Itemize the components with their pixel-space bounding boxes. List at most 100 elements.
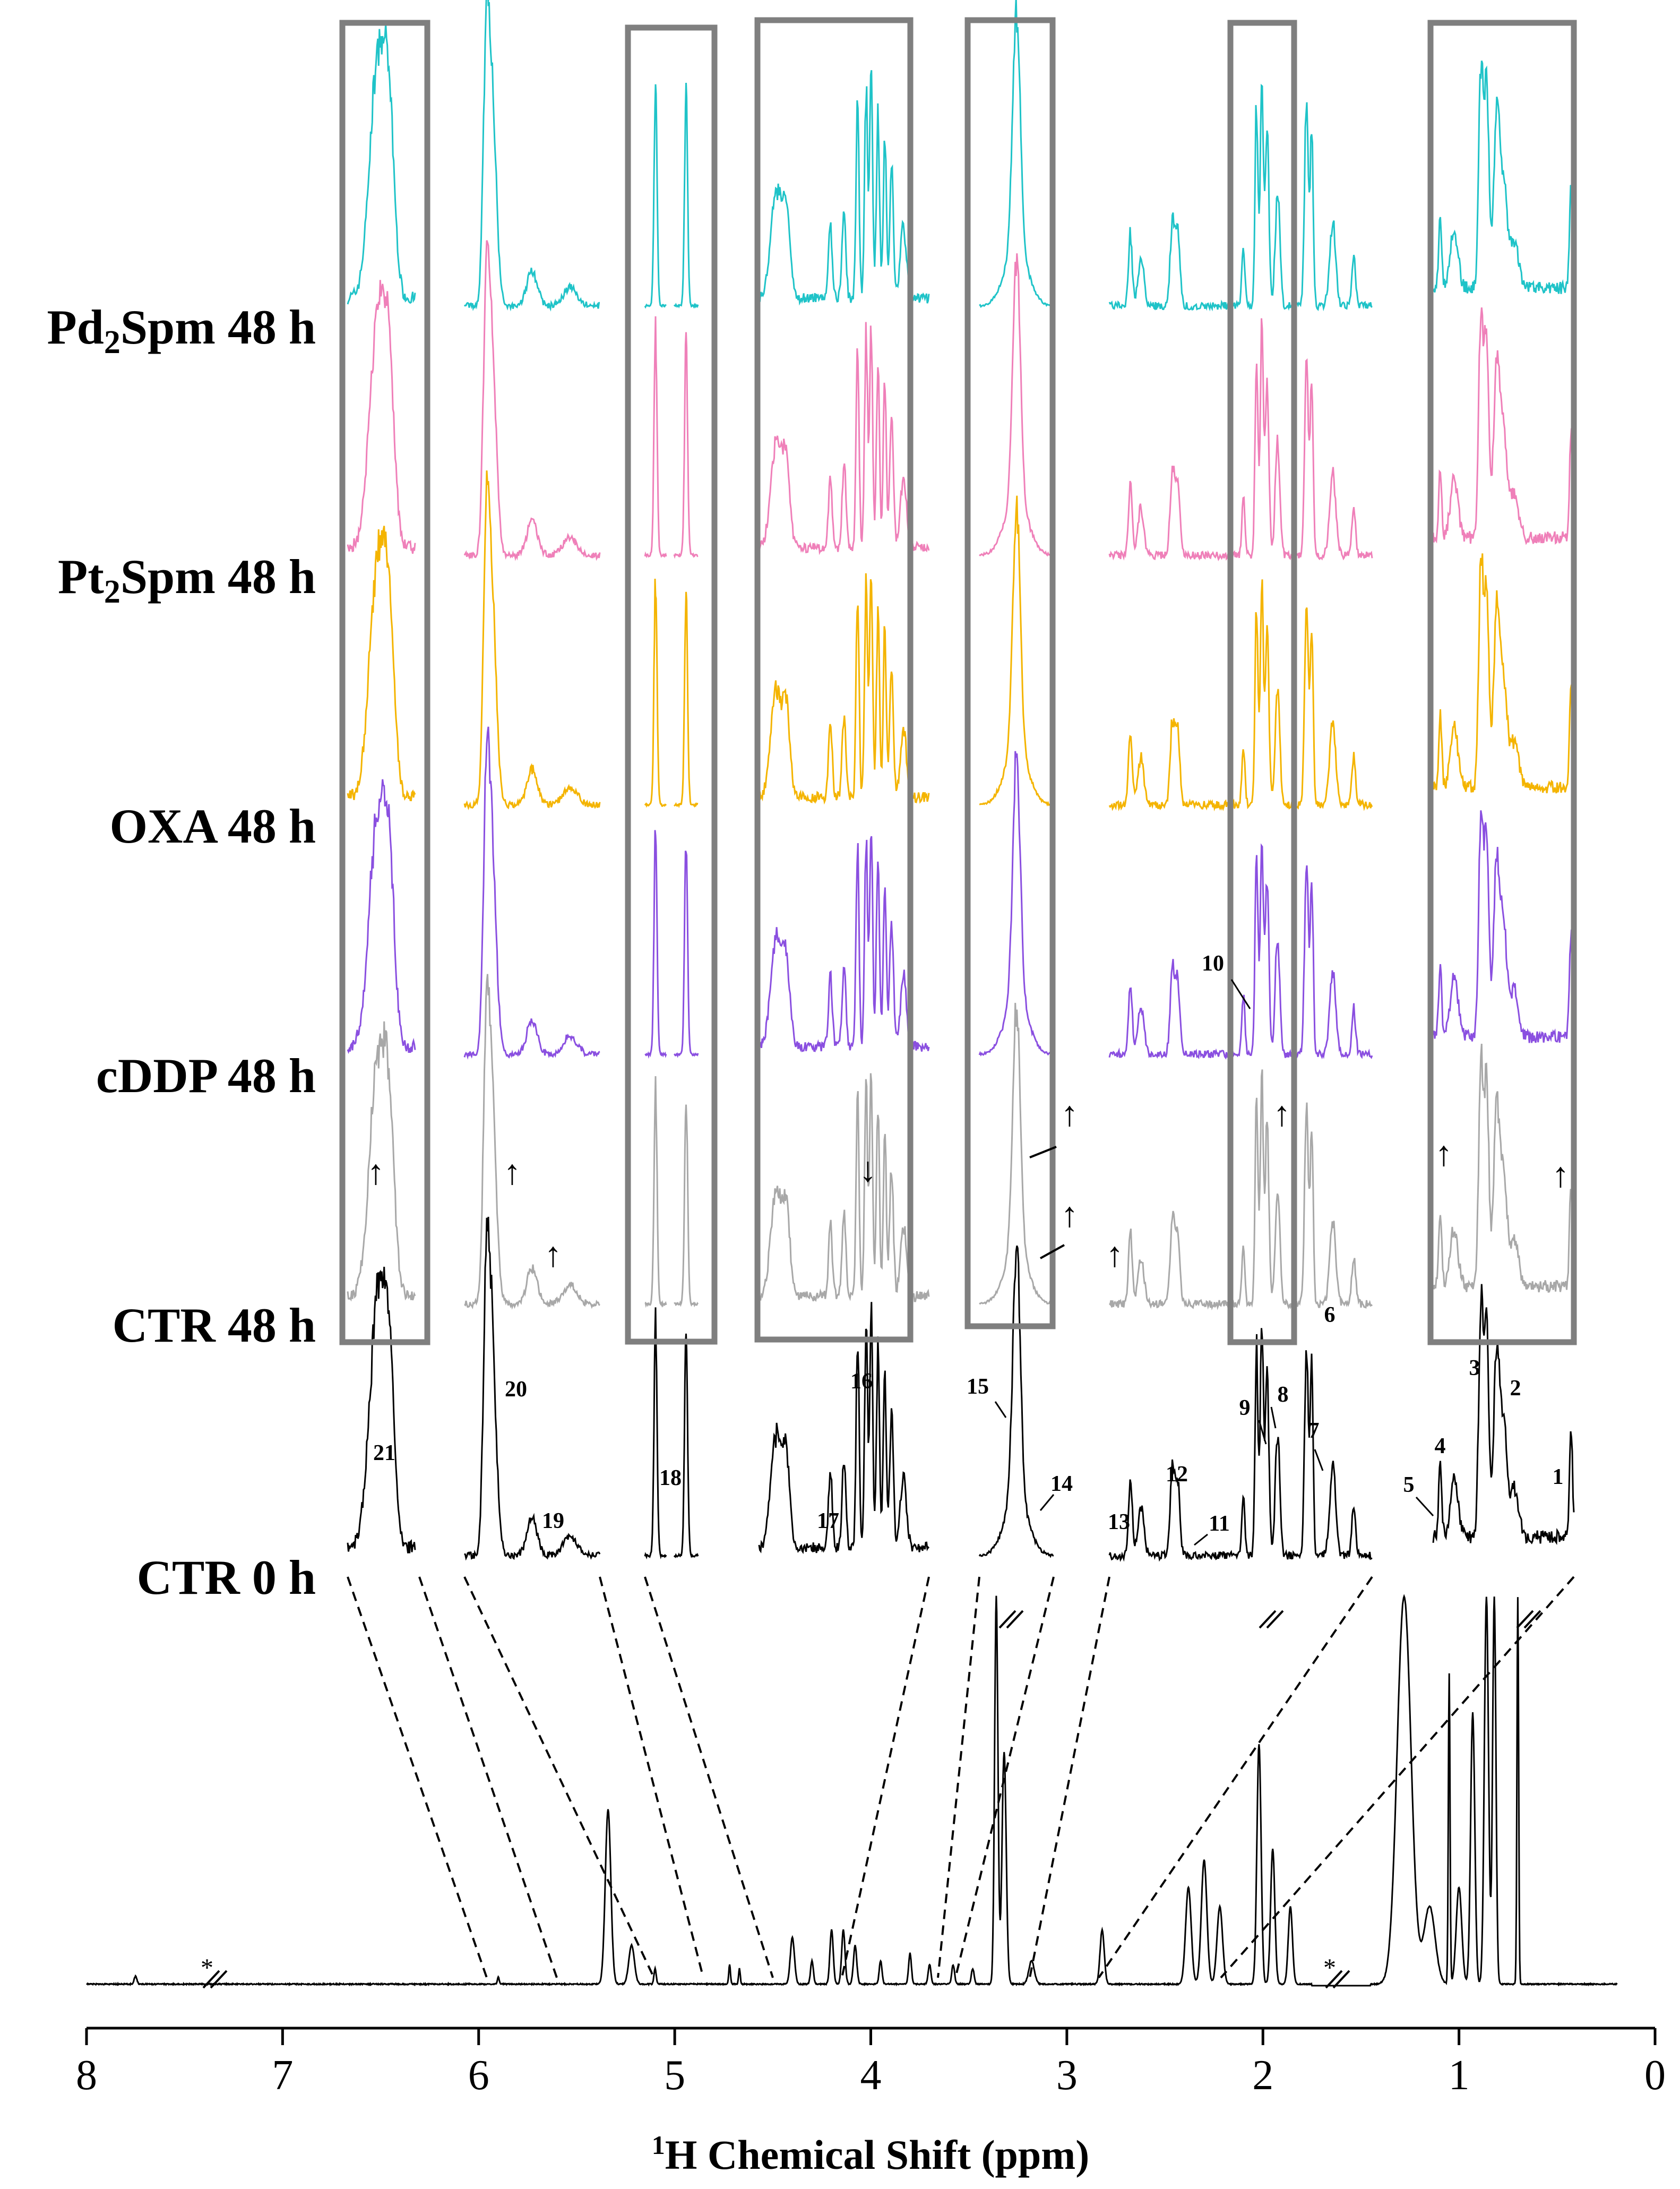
zoom-guide-line-1 bbox=[347, 1576, 488, 1978]
spectrum-pt2spm-48h-segment-8 bbox=[1432, 307, 1575, 545]
peak-label-12: 12 bbox=[1166, 1462, 1188, 1487]
axis-break-right-b bbox=[1332, 1970, 1350, 1989]
peak-leader-line-1 bbox=[1415, 1496, 1434, 1517]
change-arrow-7: ↑ bbox=[1106, 1235, 1124, 1274]
spectrum-ctr-48h-segment-2 bbox=[464, 974, 600, 1310]
spectrum-pt2spm-48h-segment-7 bbox=[1108, 318, 1373, 562]
peak-label-8: 8 bbox=[1278, 1383, 1289, 1407]
spectrum-pd2spm-48h-segment-1 bbox=[347, 23, 416, 305]
spectrum-pd2spm-48h-segment-3 bbox=[644, 84, 667, 309]
label-oxa: OXA 48 h bbox=[109, 799, 316, 853]
axis-break-right-a bbox=[1325, 1970, 1343, 1989]
asterisk-left: * bbox=[201, 1954, 213, 1982]
spectrum-pd2spm-48h-segment-4 bbox=[673, 82, 699, 309]
spectra-layer bbox=[347, 0, 1575, 1562]
spectrum-ctr-48h-segment-6 bbox=[979, 1002, 1055, 1306]
spectrum-ctr-48h-segment-3 bbox=[644, 1076, 667, 1308]
peak-label-15: 15 bbox=[967, 1375, 989, 1399]
highlight-box-6 bbox=[1427, 20, 1577, 1345]
zoom-guide-line-6 bbox=[841, 1576, 930, 1978]
change-arrow-8: ↑ bbox=[1273, 1095, 1291, 1134]
label-pt2spm: Pt2Spm 48 h bbox=[58, 550, 316, 610]
peak-label-10: 10 bbox=[1202, 951, 1224, 976]
spectrum-oxa-48h-segment-3 bbox=[644, 579, 667, 808]
peak-label-6: 6 bbox=[1324, 1303, 1336, 1327]
change-arrow-4: ↓ bbox=[859, 1151, 877, 1189]
label-ctr48: CTR 48 h bbox=[112, 1298, 316, 1352]
peak-label-18: 18 bbox=[659, 1466, 682, 1490]
peak-label-1: 1 bbox=[1553, 1465, 1564, 1489]
label-cddp: cDDP 48 h bbox=[96, 1049, 316, 1103]
spectrum-pt2spm-48h-segment-5 bbox=[758, 322, 930, 555]
zoom-guide-line-10 bbox=[1098, 1576, 1373, 1979]
spectrum-cddp-48h-segment-1 bbox=[347, 779, 416, 1054]
spectrum-pd2spm-48h-segment-6 bbox=[979, 0, 1054, 308]
peak-label-17: 17 bbox=[817, 1509, 839, 1533]
spectrum-ctr-0h-segment-8 bbox=[1432, 1284, 1575, 1545]
label-pd2spm: Pd2Spm 48 h bbox=[47, 300, 316, 360]
change-arrow-9: ↑ bbox=[1435, 1135, 1453, 1173]
highlight-box-1 bbox=[339, 20, 430, 1345]
spectrum-cddp-48h-segment-7 bbox=[1108, 843, 1373, 1061]
peak-leader-line-8 bbox=[994, 1401, 1007, 1418]
peak-label-14: 14 bbox=[1050, 1472, 1073, 1496]
zoom-guide-line-7 bbox=[937, 1576, 980, 1978]
main-spectrum bbox=[86, 1594, 1618, 1987]
zoom-guide-line-11 bbox=[1220, 1576, 1575, 1979]
asterisk-right: * bbox=[1323, 1954, 1336, 1982]
x-tick-label-4: 4 bbox=[860, 2052, 882, 2099]
peak-label-21: 21 bbox=[373, 1441, 395, 1465]
x-tick-label-6: 6 bbox=[468, 2052, 489, 2099]
peak-leader-line-6 bbox=[1194, 1533, 1208, 1546]
spectrum-oxa-48h-segment-2 bbox=[463, 470, 601, 811]
axis-break-left-a bbox=[202, 1970, 220, 1989]
highlight-boxes bbox=[339, 17, 1577, 1345]
spectrum-ctr-0h-segment-7 bbox=[1108, 1328, 1373, 1562]
peak-break-0-8ppm-a bbox=[1516, 1610, 1534, 1629]
highlight-box-4 bbox=[964, 17, 1056, 1329]
spectrum-pd2spm-48h-segment-2 bbox=[463, 0, 600, 312]
spectrum-ctr-48h-segment-7 bbox=[1108, 1069, 1373, 1311]
indicator-line-lower bbox=[1040, 1244, 1065, 1259]
change-arrow-6: ↑ bbox=[1061, 1196, 1079, 1234]
highlight-box-5 bbox=[1227, 20, 1297, 1345]
label-ctr0: CTR 0 h bbox=[136, 1550, 316, 1604]
x-tick-label-2: 2 bbox=[1252, 2052, 1273, 2099]
axis-break-left-b bbox=[210, 1970, 228, 1989]
peak-label-7: 7 bbox=[1308, 1419, 1320, 1443]
spectrum-oxa-48h-segment-1 bbox=[347, 526, 416, 802]
spectrum-pd2spm-48h-segment-5 bbox=[758, 70, 930, 306]
peak-leader-line-2 bbox=[1314, 1449, 1324, 1471]
x-tick-label-0: 0 bbox=[1644, 2052, 1666, 2099]
peak-break-0-8ppm-b bbox=[1523, 1610, 1541, 1629]
peak-label-9: 9 bbox=[1239, 1396, 1251, 1420]
spectrum-pd2spm-48h-segment-7 bbox=[1108, 83, 1373, 312]
peak-leader-line-7 bbox=[1039, 1494, 1055, 1511]
main-spectrum-trace bbox=[86, 1594, 1618, 1987]
spectrum-pt2spm-48h-segment-3 bbox=[644, 316, 667, 559]
peak-label-13: 13 bbox=[1108, 1510, 1130, 1534]
x-axis-title-text: H Chemical Shift (ppm) bbox=[665, 2132, 1090, 2178]
spectrum-oxa-48h-segment-7 bbox=[1108, 579, 1373, 812]
spectrum-pt2spm-48h-segment-4 bbox=[673, 332, 699, 559]
zoom-guide-line-2 bbox=[418, 1576, 558, 1978]
indicator-line-upper bbox=[1029, 1146, 1057, 1158]
spectrum-cddp-48h-segment-6 bbox=[978, 751, 1054, 1057]
peak-break-1-3ppm-a bbox=[1259, 1610, 1277, 1629]
x-axis-title: 1H Chemical Shift (ppm) bbox=[652, 2130, 1090, 2178]
change-arrow-5: ↑ bbox=[1061, 1095, 1079, 1134]
peak-label-20: 20 bbox=[505, 1377, 527, 1402]
highlight-box-2 bbox=[625, 24, 718, 1345]
zoom-guide-line-9 bbox=[1029, 1576, 1110, 1978]
spectrum-cddp-48h-segment-2 bbox=[463, 726, 600, 1060]
spectrum-oxa-48h-segment-6 bbox=[979, 495, 1055, 807]
spectrum-ctr-0h-segment-5 bbox=[758, 1302, 930, 1555]
zoom-guide-line-5 bbox=[644, 1576, 774, 1978]
peak-leader-line-3 bbox=[1270, 1406, 1277, 1429]
change-arrow-1: ↑ bbox=[367, 1153, 385, 1192]
spectrum-oxa-48h-segment-5 bbox=[758, 573, 930, 805]
x-tick-label-8: 8 bbox=[76, 2052, 97, 2099]
peak-label-11: 11 bbox=[1209, 1512, 1230, 1536]
zoom-guide-line-3 bbox=[463, 1576, 655, 1978]
peak-break-3-3ppm-b bbox=[1006, 1610, 1024, 1629]
